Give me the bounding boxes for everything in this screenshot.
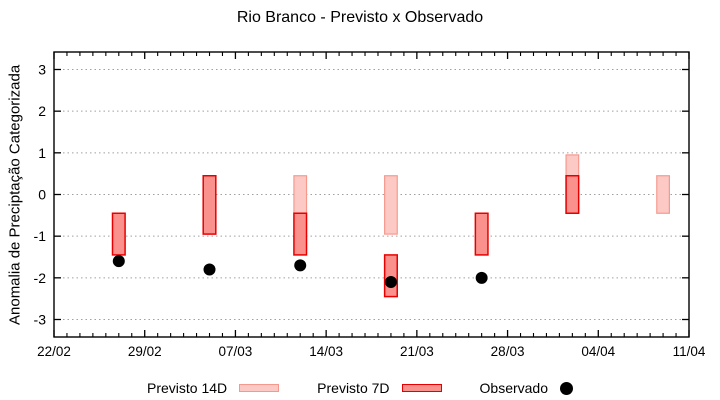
plot-area: 22/02 29/02 07/03 14/03 21/03 28/03 04/04 11/04… [34, 51, 706, 359]
observado-dot-26-03 [475, 271, 488, 284]
legend-item-observado: Observado [480, 380, 573, 396]
previsto-14d-bar-09-04 [656, 175, 670, 214]
previsto-7d-bar-26-03 [474, 212, 489, 256]
x-tick-label: 07/03 [219, 344, 253, 359]
x-tick-label: 28/03 [491, 344, 525, 359]
previsto-7d-bar-12-03 [293, 212, 308, 256]
legend-label-previsto-7d: Previsto 7D [317, 380, 390, 396]
legend-label-previsto-14d: Previsto 14D [147, 380, 228, 396]
previsto-7d-swatch-icon [401, 384, 442, 392]
previsto-7d-bar-05-03 [202, 175, 217, 235]
observado-dot-icon [560, 381, 573, 395]
previsto-14d-swatch-icon [239, 384, 280, 392]
chart-legend: Previsto 14D Previsto 7D Observado [0, 377, 720, 399]
x-tick-label: 29/02 [128, 344, 162, 359]
y-tick-label: 1 [38, 145, 46, 161]
y-tick-label: 0 [38, 187, 46, 203]
previsto-7d-bar-02-04 [565, 175, 580, 214]
legend-item-previsto-14d: Previsto 14D [147, 380, 280, 396]
y-tick-label: -1 [34, 228, 47, 244]
previsto-14d-bar-12-03 [293, 175, 308, 214]
y-tick-label: 2 [38, 103, 46, 119]
legend-item-previsto-7d: Previsto 7D [317, 380, 442, 396]
observado-dot-05-03 [203, 263, 216, 276]
x-tick-label: 14/03 [309, 344, 343, 359]
x-tick-label: 11/04 [673, 344, 706, 359]
x-tick-label: 04/04 [581, 344, 615, 359]
previsto-7d-bar-27-02 [111, 212, 126, 256]
observado-dot-27-02 [112, 255, 125, 268]
x-tick-label: 22/02 [37, 344, 71, 359]
observado-dot-12-03 [294, 259, 307, 272]
previsto-7d-bar-19-03 [383, 254, 398, 298]
x-tick-label: 21/03 [400, 344, 434, 359]
y-tick-label: 3 [38, 62, 46, 78]
y-tick-label: -3 [34, 312, 47, 328]
y-tick-label: -2 [34, 270, 47, 286]
previsto-14d-bar-19-03 [384, 175, 398, 235]
observado-dot-19-03 [384, 276, 397, 288]
chart-title: Rio Branco - Previsto x Observado [236, 9, 484, 26]
legend-label-observado: Observado [479, 380, 548, 396]
